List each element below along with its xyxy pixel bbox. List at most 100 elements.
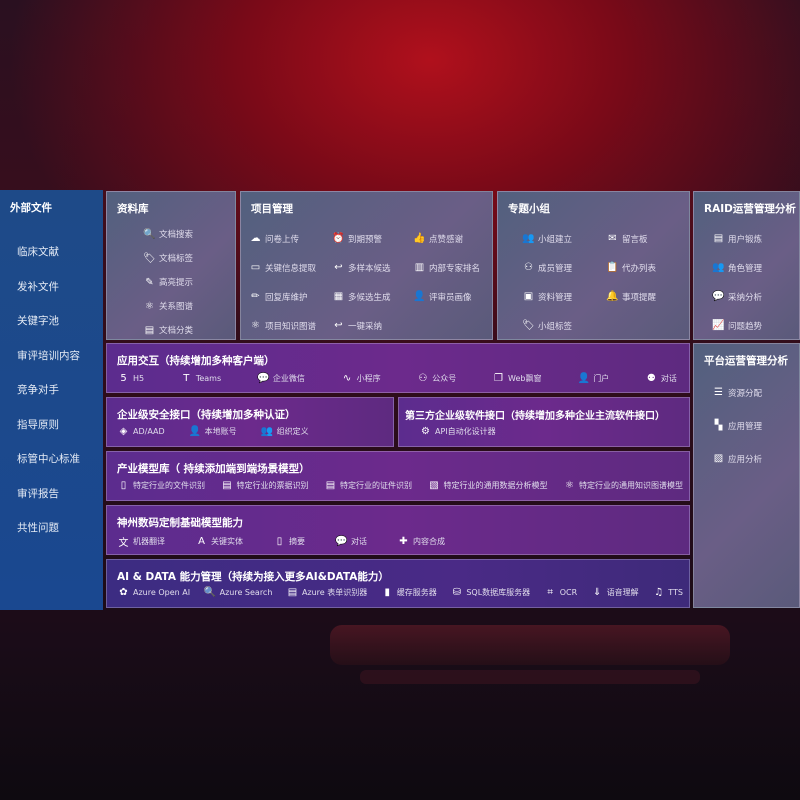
feature-item[interactable]: 5 H5 xyxy=(117,373,144,384)
feature-item[interactable]: 文机器翻译 xyxy=(117,534,166,549)
feature-item[interactable]: 📋 代办列表 xyxy=(606,262,689,274)
feature-label: 事项提醒 xyxy=(622,292,657,303)
folder-icon: ▣ xyxy=(523,291,534,302)
feature-item[interactable]: 👥 组织定义 xyxy=(261,426,309,437)
feature-item[interactable]: ∿ 小程序 xyxy=(341,373,381,384)
sidebar-item[interactable]: 审评培训内容 xyxy=(17,349,80,362)
feature-item[interactable]: ▥ 内部专家排名 xyxy=(413,262,492,274)
panel-title: 资料库 xyxy=(117,203,149,215)
feature-item[interactable]: ▮ 缓存服务器 xyxy=(381,587,437,598)
feature-label: 问卷上传 xyxy=(265,234,300,245)
feature-item[interactable]: 💬 企业微信 xyxy=(257,373,305,384)
feature-item[interactable]: ▤ 特定行业的票据识别 xyxy=(221,480,308,491)
feature-item[interactable]: ☁ 问卷上传 xyxy=(249,233,332,245)
feature-item[interactable]: ▯ 摘要 xyxy=(273,536,305,547)
feature-label: Azure Open AI xyxy=(133,588,191,597)
feature-item[interactable]: 👥 小组建立 xyxy=(522,233,606,245)
feature-item[interactable]: 👤 本地账号 xyxy=(189,426,237,437)
feature-item[interactable]: 📈 问题趋势 xyxy=(712,320,797,332)
feature-label: TTS xyxy=(668,588,683,597)
feature-item[interactable]: ▭ 关键信息提取 xyxy=(249,262,332,274)
feature-item[interactable]: ▤ 特定行业的证件识别 xyxy=(324,480,412,491)
feature-item[interactable]: ◈ AD/AAD xyxy=(117,426,165,437)
panel-ai-data: AI & DATA 能力管理（持续为接入更多AI&DATA能力） ✿ Azure O… xyxy=(106,559,690,608)
feature-item[interactable]: ▨ 应用分析 xyxy=(712,453,797,465)
summary-icon: ▯ xyxy=(276,536,283,547)
feature-item[interactable]: 🏷 文档标签 xyxy=(143,252,233,265)
feature-label: 缓存服务器 xyxy=(396,588,437,597)
feature-item[interactable]: 👥 角色管理 xyxy=(712,262,797,274)
sidebar-item[interactable]: 共性问题 xyxy=(17,522,59,534)
feature-item[interactable]: 🔍 Azure Search xyxy=(204,587,273,598)
feature-item[interactable]: ⚇ 公众号 xyxy=(416,373,456,384)
ocr-icon: ⌗ xyxy=(547,587,554,598)
feature-item[interactable]: ⚙ API自动化设计器 xyxy=(419,426,496,437)
feature-item[interactable]: ⚇ 成员管理 xyxy=(522,262,606,274)
feature-label: 摘要 xyxy=(289,537,305,546)
edit-icon: ✏ xyxy=(251,291,260,302)
feature-item[interactable]: ⌗ OCR xyxy=(544,587,577,598)
feature-item[interactable]: 💬 对话 xyxy=(335,536,367,547)
sidebar-item[interactable]: 标管中心标准 xyxy=(17,453,80,465)
feature-label: 采纳分析 xyxy=(728,292,763,303)
sidebar-item[interactable]: 竞争对手 xyxy=(17,384,59,396)
feature-item[interactable]: ⚛ 项目知识图谱 xyxy=(249,320,332,332)
feature-item[interactable]: ▤ Azure 表单识别器 xyxy=(286,587,368,598)
feature-item[interactable]: 🔔 事项提醒 xyxy=(606,291,689,303)
sidebar-item[interactable]: 审评报告 xyxy=(17,487,59,500)
feature-item[interactable]: ✎ 高亮提示 xyxy=(143,276,233,289)
feature-item[interactable]: ❐ Web飘窗 xyxy=(492,373,541,384)
feature-item[interactable]: ⏰ 到期预警 xyxy=(332,233,413,245)
feature-item[interactable]: 🔍 文档搜索 xyxy=(143,228,233,241)
feature-item[interactable]: ▚ 应用管理 xyxy=(712,420,797,432)
feature-item[interactable]: ▤ 用户锻炼 xyxy=(712,233,797,245)
feature-item[interactable]: 👤 评审员画像 xyxy=(413,291,492,303)
feature-item[interactable]: ▣ 资料管理 xyxy=(522,291,606,303)
sidebar-item[interactable]: 关键字池 xyxy=(17,315,59,327)
reply-icon: ↩ xyxy=(334,262,343,273)
graph-icon: ⚛ xyxy=(565,480,574,491)
feature-item[interactable]: ✿ Azure Open AI xyxy=(117,587,190,598)
feature-item[interactable]: ⇓ 语音理解 xyxy=(591,587,639,598)
sidebar-item[interactable]: 发补文件 xyxy=(17,280,59,293)
feature-item[interactable]: A 关键实体 xyxy=(195,536,243,547)
feature-item[interactable]: 👤 门户 xyxy=(577,373,609,384)
feature-item[interactable]: ⛁ SQL数据库服务器 xyxy=(450,587,531,598)
feature-label: 门户 xyxy=(593,374,610,383)
feature-item[interactable]: ♫ TTS xyxy=(652,587,683,598)
feature-label: 文档分类 xyxy=(159,326,194,336)
bbs-icon: ✉ xyxy=(608,233,617,244)
feature-item[interactable]: ⚛ 特定行业的通用知识图谱模型 xyxy=(563,480,683,491)
feature-item[interactable]: ▧ 特定行业的通用数据分析模型 xyxy=(428,480,547,491)
panel-platform: 平台运营管理分析 ☰ 资源分配 ▚ 应用管理 ▨ 应用分析 xyxy=(693,343,800,608)
cloud-upload-icon: ☁ xyxy=(250,233,261,244)
sidebar-item[interactable]: 指导原则 xyxy=(17,418,59,431)
feature-item[interactable]: 👍 点赞感谢 xyxy=(413,233,492,245)
feature-label: 回复库维护 xyxy=(265,292,308,303)
panel-items: ☁ 问卷上传 ⏰ 到期预警 👍 点赞感谢 ▭ 关键信息提取 ↩ 多样本候选 ▥ 内部专家排名 ✏ 回复库维… xyxy=(249,224,492,339)
feature-item[interactable]: ▦ 多候选生成 xyxy=(332,291,413,303)
feature-item[interactable]: ☰ 资源分配 xyxy=(712,387,797,399)
feature-item[interactable]: ▤ 文档分类 xyxy=(143,324,233,337)
org-icon: 👥 xyxy=(260,426,274,437)
feature-item[interactable]: ⚉ 对话 xyxy=(645,373,677,384)
panel-title: 专题小组 xyxy=(508,203,550,215)
receipt-icon: ▤ xyxy=(222,480,232,491)
feature-label: 多样本候选 xyxy=(348,263,391,274)
feature-label: 资料管理 xyxy=(538,292,573,303)
feature-item[interactable]: ⚛ 关系图谱 xyxy=(143,300,233,313)
feature-item[interactable]: ✏ 回复库维护 xyxy=(249,291,332,303)
bell-icon: 🔔 xyxy=(606,291,619,302)
feature-item[interactable]: 🏷 小组标签 xyxy=(522,320,606,332)
feature-item[interactable]: ✉ 留言板 xyxy=(606,233,689,245)
feature-item[interactable]: 💬 采纳分析 xyxy=(712,291,797,303)
panel-title: 平台运营管理分析 xyxy=(704,355,788,367)
feature-item[interactable]: ▯ 特定行业的文件识别 xyxy=(117,480,205,491)
feature-label: 到期预警 xyxy=(348,234,383,245)
panel-title: 第三方企业级软件接口（持续增加多种企业主流软件接口） xyxy=(405,411,665,422)
feature-item[interactable]: ✚ 内容合成 xyxy=(397,536,445,547)
feature-item[interactable]: ↩ 一键采纳 xyxy=(332,320,413,332)
feature-item[interactable]: ↩ 多样本候选 xyxy=(332,262,413,274)
sidebar-item[interactable]: 临床文献 xyxy=(17,246,59,258)
feature-item[interactable]: T Teams xyxy=(180,373,221,384)
